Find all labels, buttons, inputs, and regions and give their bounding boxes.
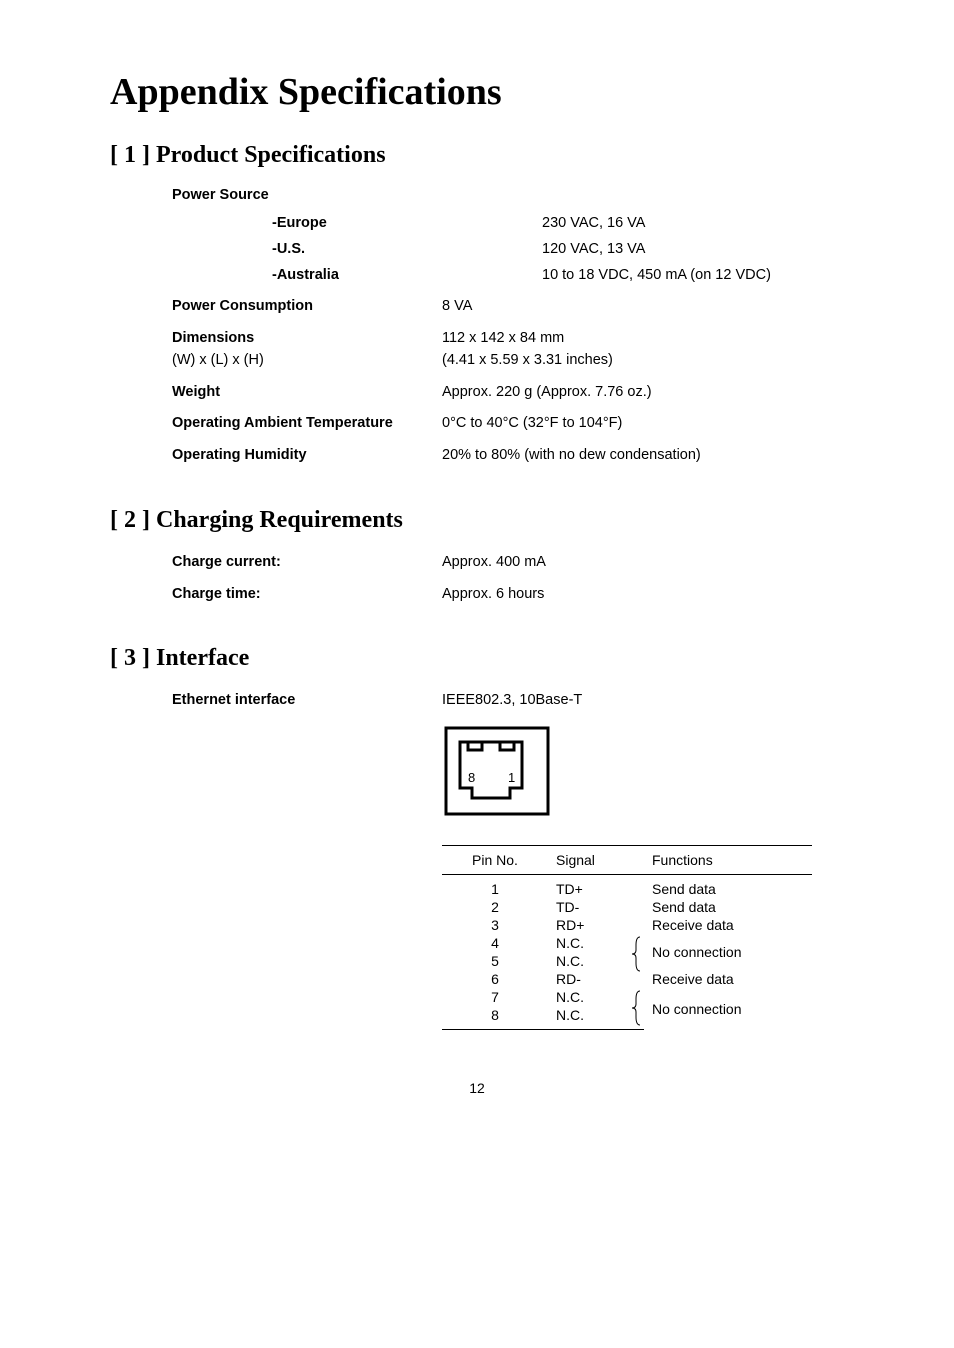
operating-humidity-value: 20% to 80% (with no dew condensation) [442,445,844,467]
cell-func: Send data [644,898,812,916]
ethernet-interface-value: IEEE802.3, 10Base-T [442,690,844,712]
charge-current-value: Approx. 400 mA [442,552,844,574]
brace-icon [630,935,644,973]
connector-label-1: 1 [508,770,515,785]
weight-label: Weight [172,382,442,404]
power-australia-label: -Australia [172,265,542,287]
cell-signal: TD- [548,898,644,916]
cell-pin: 8 [442,1006,548,1030]
operating-temp-label: Operating Ambient Temperature [172,413,442,435]
cell-signal: TD+ [548,875,644,899]
power-consumption-label: Power Consumption [172,296,442,318]
cell-pin: 2 [442,898,548,916]
power-us-value: 120 VAC, 13 VA [542,239,844,261]
dimensions-value: 112 x 142 x 84 mm [442,328,844,350]
table-row: 1 TD+ Send data [442,875,812,899]
table-row: 2 TD- Send data [442,898,812,916]
dimensions-subvalue: (4.41 x 5.59 x 3.31 inches) [442,350,844,372]
section-3-header: [ 3 ] Interface [110,645,844,672]
pin-table: Pin No. Signal Functions 1 TD+ Send data… [442,845,812,1030]
page-number: 12 [110,1080,844,1096]
cell-pin: 3 [442,916,548,934]
weight-value: Approx. 220 g (Approx. 7.76 oz.) [442,382,844,404]
cell-pin: 5 [442,952,548,970]
table-row: 3 RD+ Receive data [442,916,812,934]
cell-pin: 4 [442,934,548,952]
table-row: 7 N.C. No connection [442,988,812,1006]
connector-label-8: 8 [468,770,475,785]
cell-func-noconn: No connection [644,934,812,970]
dimensions-label: Dimensions [172,328,442,350]
interface-block: Ethernet interface IEEE802.3, 10Base-T 8… [172,690,844,1030]
charge-time-label: Charge time: [172,584,442,606]
power-europe-label: -Europe [172,213,542,235]
cell-func: Receive data [644,970,812,988]
section-2-header: [ 2 ] Charging Requirements [110,507,844,534]
cell-func: Receive data [644,916,812,934]
ethernet-interface-label: Ethernet interface [172,690,442,712]
cell-pin: 6 [442,970,548,988]
power-source-label: Power Source [172,187,844,203]
charging-requirements-block: Charge current: Approx. 400 mA Charge ti… [172,552,844,606]
charge-time-value: Approx. 6 hours [442,584,844,606]
appendix-title: Appendix Specifications [110,70,844,114]
power-australia-value: 10 to 18 VDC, 450 mA (on 12 VDC) [542,265,844,287]
product-specifications-block: Power Source -Europe 230 VAC, 16 VA -U.S… [172,187,844,467]
cell-pin: 1 [442,875,548,899]
table-header-row: Pin No. Signal Functions [442,846,812,875]
rj45-connector-icon: 8 1 [442,724,844,823]
cell-signal: RD+ [548,916,644,934]
operating-humidity-label: Operating Humidity [172,445,442,467]
power-consumption-value: 8 VA [442,296,844,318]
charge-current-label: Charge current: [172,552,442,574]
operating-temp-value: 0°C to 40°C (32°F to 104°F) [442,413,844,435]
table-row: 4 N.C. No connection [442,934,812,952]
cell-func-noconn: No connection [644,988,812,1030]
section-1-header: [ 1 ] Product Specifications [110,142,844,169]
power-us-label: -U.S. [172,239,542,261]
brace-icon [630,989,644,1027]
cell-pin: 7 [442,988,548,1006]
table-row: 6 RD- Receive data [442,970,812,988]
th-signal: Signal [548,846,644,875]
power-europe-value: 230 VAC, 16 VA [542,213,844,235]
th-functions: Functions [644,846,812,875]
dimensions-sublabel: (W) x (L) x (H) [172,350,442,372]
th-pin: Pin No. [442,846,548,875]
cell-func: Send data [644,875,812,899]
